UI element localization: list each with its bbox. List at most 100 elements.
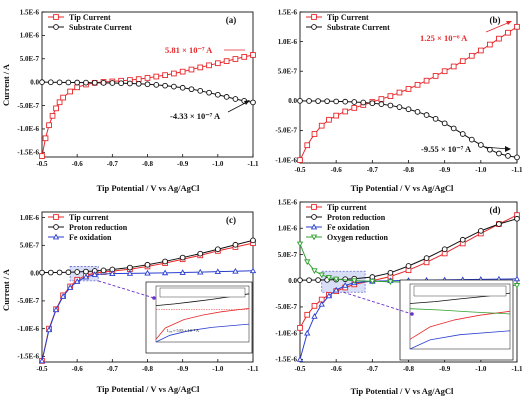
data-point [232,56,239,62]
series-fe-oxidation [38,267,257,364]
legend-marker [311,24,317,30]
series-line [299,26,518,161]
inset-tip-curve [155,308,250,340]
annotation-tip-value: 1.25 × 10⁻⁶ A [420,33,468,43]
data-point [53,105,59,112]
data-point [59,293,67,299]
inset-pointer-head [410,312,414,316]
data-point [47,79,54,86]
data-point [311,131,318,137]
y-tick-label: 1.0E-6 [278,225,298,233]
y-tick-label: -5.0E-7 [275,127,297,135]
data-point [325,275,333,281]
legend-label: Fe oxidation [327,223,370,232]
data-point [197,250,204,257]
legend-label: Substrate Current [327,23,390,32]
data-point [450,125,457,132]
data-point [118,80,124,87]
y-tick-label: -1.5E-6 [17,353,39,361]
data-point [304,259,311,266]
data-point [56,79,63,86]
data-point [326,116,332,123]
inset-box [159,287,246,298]
panel-label: (a) [226,15,237,25]
inset-tip-curve [409,310,511,340]
series-proton-reduction [39,237,256,276]
x-tick-label: -0.5 [36,160,48,168]
data-point [514,154,520,161]
x-tick-label: -0.7 [107,365,119,373]
series-line [300,218,518,281]
inset-box [413,285,507,297]
data-point [396,104,403,110]
x-axis-label: Tip Potential / V vs Ag/AgCl [351,183,454,193]
data-point [477,47,484,54]
x-axis-label: Tip Potential / V vs Ag/AgCl [351,386,454,396]
x-tick-label: -0.6 [72,365,84,373]
data-point [342,108,349,115]
data-point [188,66,195,73]
data-point [135,80,142,87]
y-tick-label: -5.0E-7 [17,102,39,110]
x-tick-label: -0.7 [367,365,379,373]
data-point [135,76,142,82]
y-tick-label: 1.0E-6 [278,38,298,46]
data-point [414,108,421,115]
data-point [318,272,325,279]
x-tick-label: -0.6 [72,160,84,168]
x-tick-label: -0.8 [403,365,415,373]
legend-label: Tip current [69,213,109,222]
data-point [42,135,49,142]
legend-marker [311,14,317,20]
legend-marker [53,24,59,30]
legend-label: Tip Current [69,13,111,22]
x-tick-label: -0.9 [177,365,189,373]
panel-label: (d) [490,205,501,215]
data-point [179,254,186,261]
data-point [496,35,502,42]
data-point [223,94,230,100]
data-point [214,268,221,275]
y-tick-label: 0.0 [288,97,297,105]
x-tick-label: -0.8 [142,160,154,168]
legend-marker [53,214,59,220]
data-point [144,75,151,81]
data-point [296,241,304,248]
data-point [127,80,133,87]
data-point [477,142,484,148]
data-point [161,269,169,276]
data-point [126,270,134,276]
data-point [432,73,439,79]
data-point [459,131,466,137]
y-tick-label: -1.5E-6 [17,149,39,157]
data-point [387,269,394,276]
data-point [223,58,230,64]
x-tick-label: -0.8 [403,166,415,174]
data-point [441,120,448,127]
data-point [423,77,430,84]
data-point [333,112,340,119]
data-point [297,157,303,163]
x-tick-label: -1.0 [475,365,487,373]
data-point [82,273,90,280]
data-point [65,269,72,276]
data-point [153,82,160,88]
legend-label: Substrate Current [69,23,132,32]
data-point [477,228,484,234]
x-tick-label: -1.1 [247,160,259,168]
data-point [179,84,186,91]
data-point [505,29,511,36]
x-tick-label: -1.0 [475,166,487,174]
data-point [514,215,520,222]
x-axis-label: Tip Potential / V vs Ag/AgCl [97,384,200,394]
data-point [206,89,212,96]
data-point [188,86,195,93]
data-point [360,99,367,106]
data-point [432,115,439,122]
data-point [197,64,204,71]
data-point [250,237,256,244]
data-point [487,41,493,48]
panel-c: -1.5E-6 -1.0E-6 -5.0E-7 0.0 5.0E-7 1.0E-6 -0.5… [1,211,259,394]
y-tick-label: -5.0E-7 [275,303,297,311]
